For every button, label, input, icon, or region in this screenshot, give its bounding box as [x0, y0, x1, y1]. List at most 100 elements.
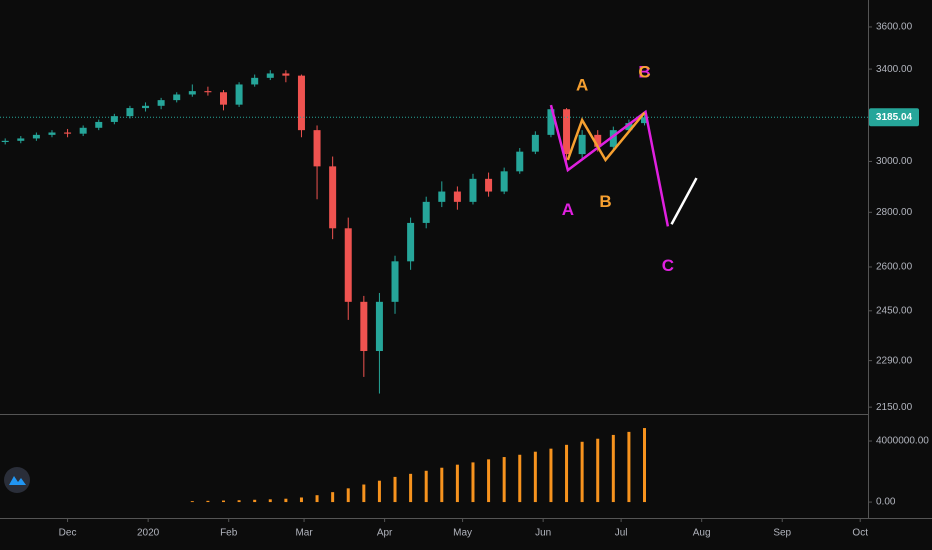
- x-tick-label: Mar: [295, 528, 313, 539]
- candle-body: [578, 134, 586, 155]
- volume-bar: [424, 470, 428, 503]
- candle-body: [173, 94, 181, 101]
- x-tick-label: Sep: [773, 528, 791, 539]
- candle-body: [531, 134, 539, 152]
- logo-circle[interactable]: [4, 467, 30, 493]
- volume-bar: [221, 500, 225, 503]
- candle-body: [485, 178, 493, 192]
- candle-body: [79, 127, 87, 134]
- y-tick-label: 2600.00: [876, 262, 913, 273]
- candle-body: [126, 108, 134, 117]
- wave-line: [670, 177, 698, 225]
- candle-body: [32, 134, 40, 139]
- candle-body: [516, 151, 524, 172]
- candle-body: [344, 228, 352, 302]
- candle-body: [282, 73, 290, 76]
- volume-bar: [190, 501, 194, 503]
- y-tick-label: 2800.00: [876, 207, 913, 218]
- candle-body: [609, 130, 617, 147]
- volume-bar: [206, 500, 210, 503]
- candle-body: [563, 109, 571, 155]
- wave-line: [549, 104, 670, 227]
- candle-body: [375, 301, 383, 352]
- volume-bar: [440, 467, 444, 503]
- x-tick-label: 2020: [137, 528, 160, 539]
- candle-body: [142, 105, 150, 109]
- candle-body: [500, 171, 508, 192]
- candle-body: [313, 130, 321, 167]
- candle-body: [438, 191, 446, 202]
- wave-label: C: [662, 256, 674, 275]
- volume-bar: [331, 492, 335, 503]
- candle-body: [1, 140, 9, 143]
- volume-bar: [362, 484, 366, 503]
- candle-body: [110, 116, 118, 122]
- price-label: 3185.04: [876, 112, 913, 123]
- x-tick-label: Aug: [693, 528, 711, 539]
- volume-bar: [284, 498, 288, 503]
- candle-body: [625, 123, 633, 131]
- volume-bar: [299, 497, 303, 503]
- candle-body: [469, 178, 477, 202]
- volume-bar: [580, 441, 584, 503]
- y-tick-label: 2290.00: [876, 355, 913, 366]
- y-tick-label: 2150.00: [876, 402, 913, 413]
- x-tick-label: Dec: [59, 528, 77, 539]
- candle-body: [391, 261, 399, 302]
- logo-mark[interactable]: [9, 476, 26, 485]
- wave-line: [566, 111, 646, 163]
- volume-bar: [565, 444, 569, 503]
- price-label-box: [869, 108, 919, 127]
- volume-bar: [502, 457, 506, 503]
- y-tick-label: 3400.00: [876, 64, 913, 75]
- y-tick-label: 4000000.00: [876, 436, 929, 447]
- wave-label: B: [599, 192, 611, 211]
- volume-bar: [596, 438, 600, 503]
- wave-label: A: [576, 75, 588, 94]
- x-tick-label: Jun: [535, 528, 551, 539]
- candle-body: [219, 92, 227, 105]
- wave-label: C: [638, 63, 650, 82]
- volume-bar: [471, 462, 475, 503]
- volume-bar: [268, 499, 272, 503]
- x-tick-label: May: [453, 528, 472, 539]
- candle-body: [422, 201, 430, 223]
- candle-body: [17, 138, 25, 141]
- x-tick-label: Apr: [377, 528, 393, 539]
- x-tick-label: Feb: [220, 528, 238, 539]
- candle-body: [453, 191, 461, 202]
- volume-bar: [533, 451, 537, 503]
- volume-bar: [377, 480, 381, 503]
- volume-bar: [237, 500, 241, 503]
- candle-body: [204, 91, 212, 93]
- volume-bar: [346, 488, 350, 503]
- volume-bar: [518, 454, 522, 503]
- volume-bar: [393, 476, 397, 503]
- y-tick-label: 2450.00: [876, 305, 913, 316]
- volume-bar: [253, 499, 257, 503]
- y-tick-label: 3000.00: [876, 156, 913, 167]
- candle-body: [266, 73, 274, 78]
- wave-label: B: [638, 63, 650, 82]
- candle-body: [64, 132, 72, 134]
- candle-body: [297, 75, 305, 131]
- candle-body: [360, 301, 368, 352]
- volume-bar: [643, 428, 647, 503]
- volume-bar: [611, 434, 615, 503]
- candle-body: [48, 132, 56, 135]
- logo[interactable]: [4, 467, 30, 493]
- candle-body: [641, 117, 649, 124]
- volume-bar: [315, 495, 319, 503]
- volume-bar: [549, 448, 553, 503]
- candle-body: [329, 166, 337, 229]
- candle-body: [157, 100, 165, 106]
- volume-bar: [409, 473, 413, 503]
- y-tick-label: 3600.00: [876, 22, 913, 33]
- volume-bar: [455, 464, 459, 503]
- candle-body: [407, 222, 415, 262]
- x-tick-label: Jul: [615, 528, 628, 539]
- candle-body: [95, 121, 103, 128]
